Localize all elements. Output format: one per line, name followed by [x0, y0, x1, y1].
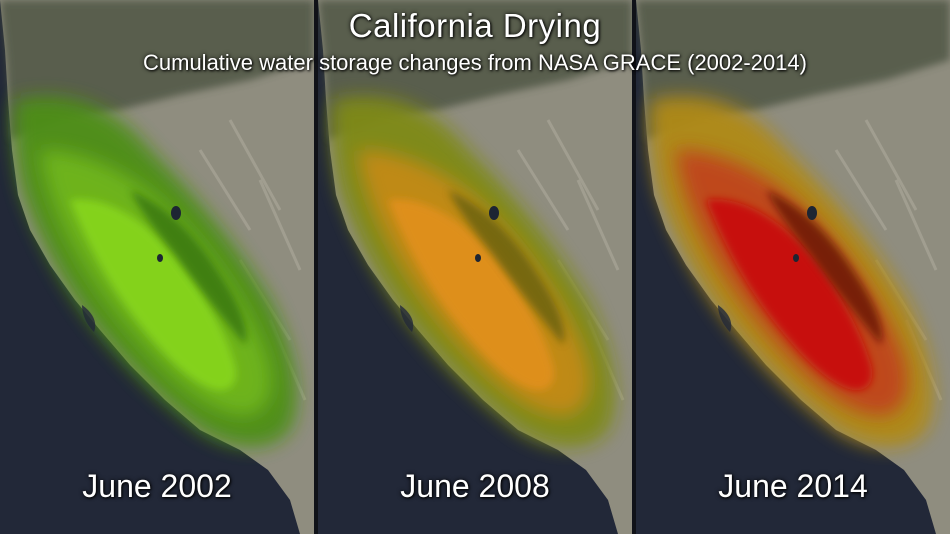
date-label-2008: June 2008 [400, 468, 550, 504]
date-label-2014: June 2014 [718, 468, 868, 504]
terrain-ridge [258, 179, 302, 271]
terrain-ridge [894, 179, 938, 271]
panel-divider [632, 0, 636, 534]
page-subtitle: Cumulative water storage changes from NA… [143, 50, 807, 75]
lake-tahoe [807, 206, 817, 220]
sierra-band [766, 190, 883, 345]
terrain-ridge [546, 119, 600, 211]
terrain-ridge [576, 179, 620, 271]
map-panel-2008: June 2008 [318, 0, 632, 534]
terrain-ridge [834, 149, 888, 231]
sierra-band [130, 190, 247, 345]
lake-tahoe [489, 206, 499, 220]
california-map-2014 [636, 0, 950, 534]
sierra-band [448, 190, 565, 345]
san-francisco-bay [718, 305, 732, 332]
california-map-2002 [0, 0, 314, 534]
water-storage-core [706, 199, 873, 391]
lake [157, 254, 163, 262]
san-francisco-bay [400, 305, 414, 332]
terrain-ridge [516, 149, 570, 231]
page-title: California Drying [348, 7, 602, 44]
water-storage-core [388, 199, 555, 391]
lake [475, 254, 481, 262]
map-panel-2014: June 2014 [636, 0, 950, 534]
california-map-2008 [318, 0, 632, 534]
map-panel-2002: June 2002 [0, 0, 314, 534]
terrain-ridge [228, 119, 282, 211]
lake-tahoe [171, 206, 181, 220]
water-storage-core [70, 199, 237, 391]
terrain-ridge [198, 149, 252, 231]
panel-divider [314, 0, 318, 534]
terrain-ridge [864, 119, 918, 211]
title-block: California Drying Cumulative water stora… [0, 0, 950, 76]
date-label-2002: June 2002 [82, 468, 232, 504]
lake [793, 254, 799, 262]
san-francisco-bay [82, 305, 96, 332]
